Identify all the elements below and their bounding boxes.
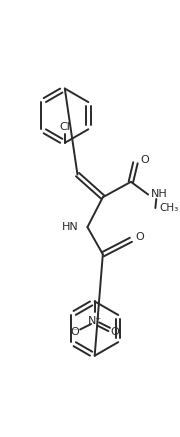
Text: O: O: [70, 327, 79, 337]
Text: N⁺: N⁺: [87, 316, 102, 326]
Text: ⁻: ⁻: [73, 327, 77, 336]
Text: O: O: [135, 232, 144, 242]
Text: O: O: [140, 155, 149, 165]
Text: O: O: [110, 327, 119, 337]
Text: NH: NH: [151, 190, 168, 200]
Text: HN: HN: [62, 222, 78, 232]
Text: Cl: Cl: [59, 121, 70, 132]
Text: CH₃: CH₃: [159, 203, 178, 213]
